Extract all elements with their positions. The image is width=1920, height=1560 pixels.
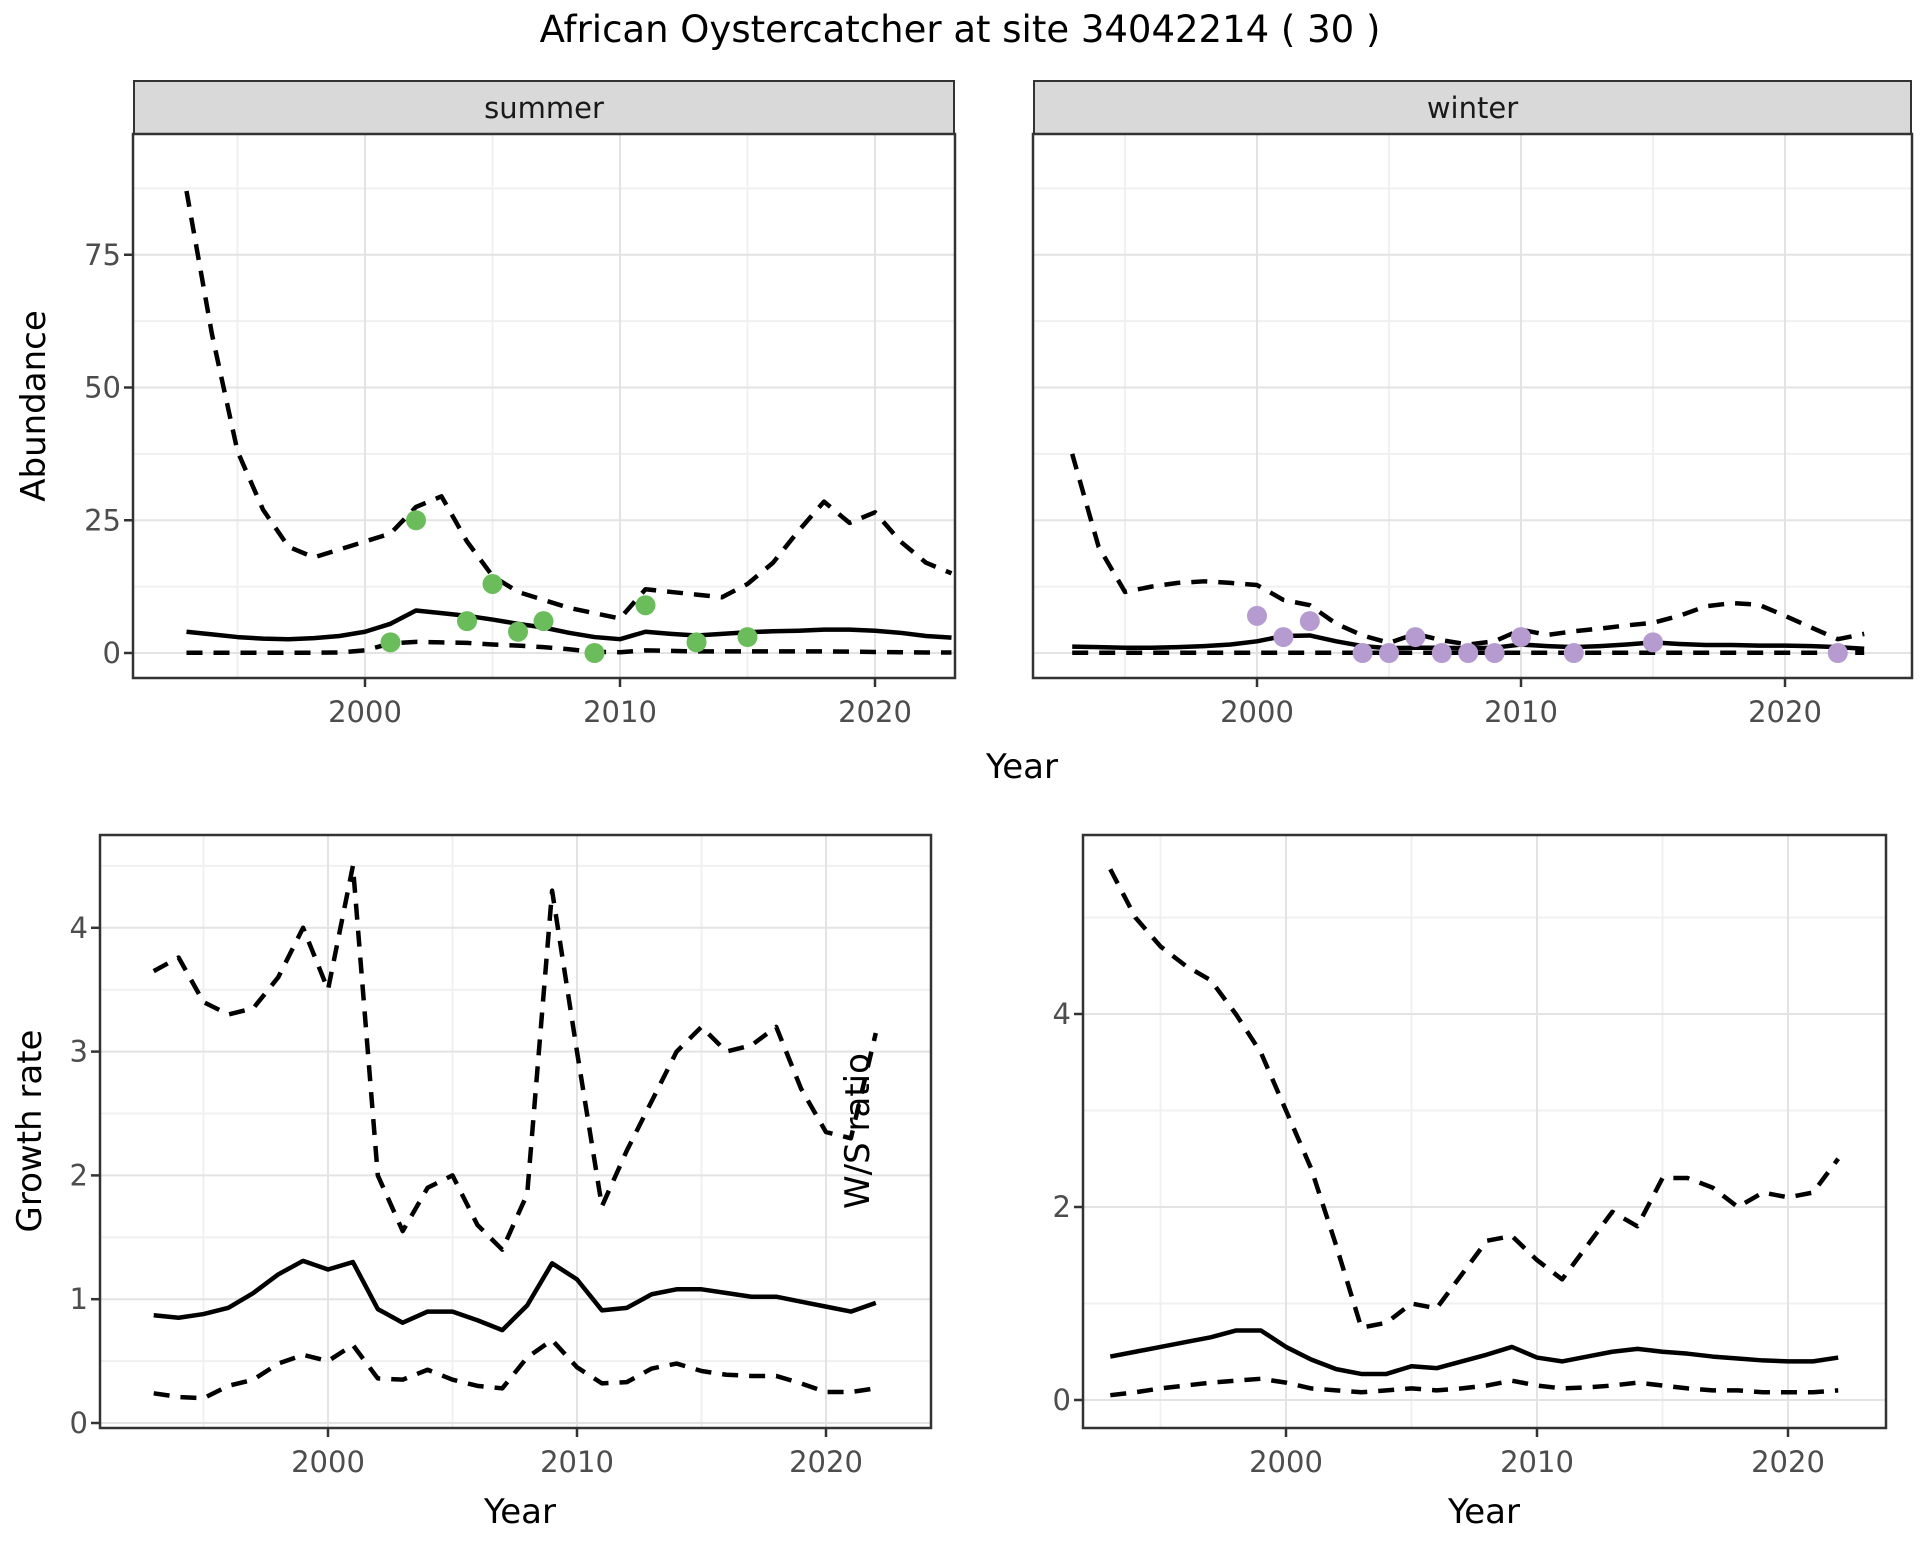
data-point-winter-observations bbox=[1563, 643, 1584, 663]
y-tick-label: 2 bbox=[1053, 1190, 1071, 1224]
series-lower_ci bbox=[1110, 1376, 1839, 1398]
data-point-summer-observations bbox=[508, 621, 528, 642]
data-point-winter-observations bbox=[1827, 643, 1848, 663]
panel-abundance-summer: 2000 2010 2020 0 25 50 75 bbox=[84, 132, 957, 729]
series-lower_ci bbox=[186, 639, 952, 655]
data-point-winter-observations bbox=[1405, 627, 1426, 648]
series-mean bbox=[186, 608, 952, 642]
series-lower_ci bbox=[153, 1337, 877, 1401]
x-tick-label: 2010 bbox=[583, 695, 657, 729]
series-upper_ci bbox=[1108, 868, 1841, 1330]
x-tick-label: 2010 bbox=[1484, 695, 1558, 729]
x-tick-label: 2020 bbox=[1748, 695, 1822, 729]
data-point-summer-observations bbox=[635, 595, 656, 616]
y-tick-label: 4 bbox=[70, 911, 88, 945]
series-mean bbox=[153, 1258, 877, 1333]
data-point-winter-observations bbox=[1299, 611, 1320, 632]
y-tick-label: 50 bbox=[84, 371, 121, 405]
panel-ws: 2000 2010 2020 0 2 4 bbox=[1053, 833, 1888, 1479]
y-tick-label: 4 bbox=[1053, 997, 1071, 1031]
data-point-summer-observations bbox=[380, 632, 401, 653]
x-tick-label: 2000 bbox=[291, 1445, 365, 1479]
x-tick-label: 2020 bbox=[1751, 1445, 1825, 1479]
x-tick-label: 2020 bbox=[838, 695, 912, 729]
x-tick-label: 2000 bbox=[328, 695, 402, 729]
data-point-summer-observations bbox=[533, 611, 554, 632]
data-point-winter-observations bbox=[1431, 643, 1452, 663]
series-upper_ci bbox=[152, 863, 878, 1252]
data-point-summer-observations bbox=[737, 627, 758, 648]
data-point-summer-observations bbox=[686, 632, 707, 653]
data-point-winter-observations bbox=[1247, 605, 1267, 626]
data-point-winter-observations bbox=[1352, 643, 1373, 663]
x-axis-title-year-growth: Year bbox=[484, 1492, 556, 1532]
y-tick-label: 75 bbox=[84, 238, 121, 272]
x-tick-label: 2020 bbox=[789, 1445, 863, 1479]
y-tick-label: 3 bbox=[70, 1035, 88, 1069]
series-upper_ci bbox=[184, 190, 953, 621]
panel-growth: 2000 2010 2020 0 1 2 3 4 bbox=[70, 833, 933, 1479]
y-tick-label: 0 bbox=[70, 1406, 88, 1440]
data-point-summer-observations bbox=[584, 643, 605, 663]
data-point-summer-observations bbox=[457, 611, 477, 632]
data-point-summer-observations bbox=[406, 510, 426, 531]
data-point-winter-observations bbox=[1379, 643, 1399, 663]
y-tick-label: 0 bbox=[103, 636, 121, 670]
page-title: African Oystercatcher at site 34042214 (… bbox=[539, 8, 1381, 51]
y-axis-title-abundance: Abundance bbox=[14, 310, 54, 502]
y-tick-label: 25 bbox=[84, 503, 121, 537]
data-point-winter-observations bbox=[1511, 627, 1531, 648]
x-axis-title-year-ws: Year bbox=[1448, 1492, 1520, 1532]
facet-label-summer: summer bbox=[484, 91, 604, 125]
panel-abundance-winter: 2000 2010 2020 bbox=[1031, 132, 1914, 729]
series-mean bbox=[1109, 1328, 1839, 1377]
x-tick-label: 2010 bbox=[540, 1445, 614, 1479]
y-axis-title-growth-rate: Growth rate bbox=[10, 1029, 50, 1233]
x-tick-label: 2000 bbox=[1220, 695, 1294, 729]
data-point-winter-observations bbox=[1458, 643, 1479, 663]
y-tick-label: 0 bbox=[1053, 1383, 1071, 1417]
series-upper_ci bbox=[1070, 453, 1865, 647]
y-axis-title-ws-ratio: W/S ratio bbox=[838, 1053, 878, 1209]
x-tick-label: 2000 bbox=[1249, 1445, 1323, 1479]
y-tick-label: 1 bbox=[70, 1282, 88, 1316]
data-point-winter-observations bbox=[1273, 627, 1294, 648]
x-tick-label: 2010 bbox=[1500, 1445, 1574, 1479]
data-point-winter-observations bbox=[1643, 632, 1663, 653]
facet-strip-summer: summer bbox=[133, 80, 955, 136]
y-tick-label: 2 bbox=[70, 1158, 88, 1192]
facet-label-winter: winter bbox=[1426, 91, 1519, 125]
data-point-winter-observations bbox=[1484, 643, 1505, 663]
data-point-summer-observations bbox=[482, 573, 503, 594]
facet-strip-winter: winter bbox=[1033, 80, 1912, 136]
x-axis-title-year-top: Year bbox=[986, 747, 1058, 787]
